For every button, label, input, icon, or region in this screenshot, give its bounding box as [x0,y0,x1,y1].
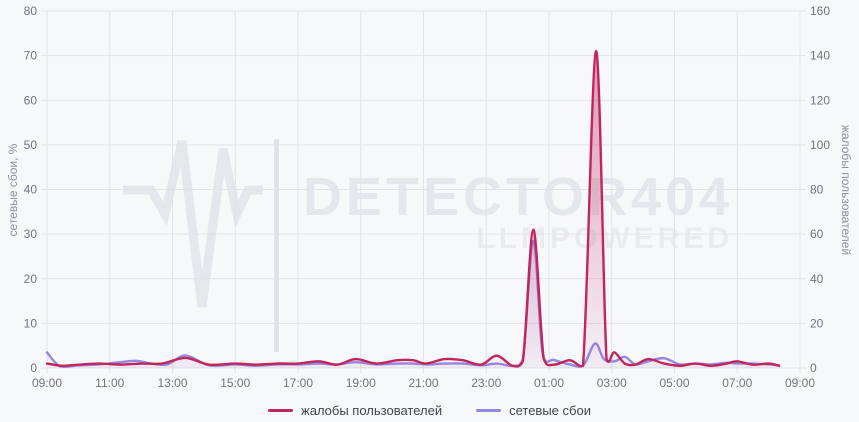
x-axis-tick: 23:00 [471,376,501,390]
legend: жалобы пользователей сетевые сбои [0,403,859,418]
right-axis-tick: 80 [810,183,824,197]
x-axis-tick: 07:00 [722,376,752,390]
x-axis-tick: 17:00 [283,376,313,390]
left-axis-tick: 80 [24,4,38,18]
legend-swatch [268,409,294,412]
left-axis-tick: 30 [24,227,38,241]
legend-swatch [476,409,502,412]
series-failures [45,239,781,369]
grid [41,10,806,373]
x-axis-tick: 03:00 [597,376,627,390]
left-axis-tick: 70 [24,49,38,63]
axis-labels: 0 0 10 20 20 40 30 60 40 80 50 100 60 120 70 140 80 160 09… [24,4,831,390]
x-axis-tick: 13:00 [157,376,187,390]
legend-item-complaints[interactable]: жалобы пользователей [268,403,442,418]
right-axis-tick: 40 [810,272,824,286]
right-axis-tick: 60 [810,227,824,241]
x-axis-tick: 09:00 [32,376,62,390]
watermark-brand: DETECTOR404 [303,167,733,227]
legend-item-failures[interactable]: сетевые сбои [476,403,591,418]
x-axis-tick: 01:00 [534,376,564,390]
left-axis-title: сетевые сбои, % [6,143,20,237]
watermark-divider [274,139,279,352]
series-complaints [45,49,781,369]
left-axis-tick: 20 [24,272,38,286]
right-axis-tick: 160 [810,4,830,18]
x-axis-tick: 19:00 [346,376,376,390]
left-axis-tick: 40 [24,183,38,197]
right-axis-tick: 100 [810,138,830,152]
right-axis-tick: 0 [810,361,817,375]
x-axis-tick: 21:00 [408,376,438,390]
right-axis-tick: 140 [810,49,830,63]
right-axis-tick: 20 [810,316,824,330]
left-axis-tick: 10 [24,316,38,330]
left-axis-tick: 0 [30,361,37,375]
legend-label: жалобы пользователей [301,403,443,418]
left-axis-tick: 50 [24,138,38,152]
x-axis-tick: 11:00 [95,376,124,390]
right-axis-tick: 120 [810,93,830,107]
x-axis-tick: 05:00 [659,376,689,390]
left-axis-tick: 60 [24,93,38,107]
right-axis-title: жалобы пользователей [839,124,853,256]
x-axis-tick: 15:00 [220,376,250,390]
legend-label: сетевые сбои [509,403,591,418]
pulse-icon [123,139,263,308]
x-axis-tick: 09:00 [785,376,815,390]
watermark-subtitle: LLMPOWERED [476,222,733,255]
